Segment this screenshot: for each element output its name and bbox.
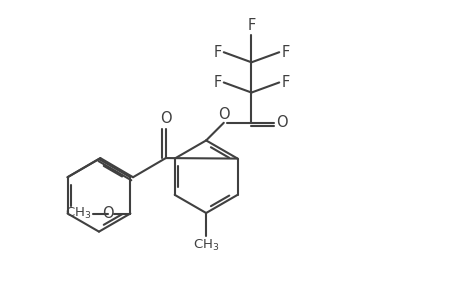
Text: F: F [280,45,289,60]
Text: F: F [247,18,255,33]
Text: O: O [101,206,113,221]
Text: F: F [280,75,289,90]
Text: O: O [275,115,287,130]
Text: O: O [160,111,171,126]
Text: CH$_3$: CH$_3$ [65,206,91,221]
Text: O: O [218,107,230,122]
Text: CH$_3$: CH$_3$ [192,238,219,253]
Text: F: F [213,75,221,90]
Text: F: F [213,45,221,60]
